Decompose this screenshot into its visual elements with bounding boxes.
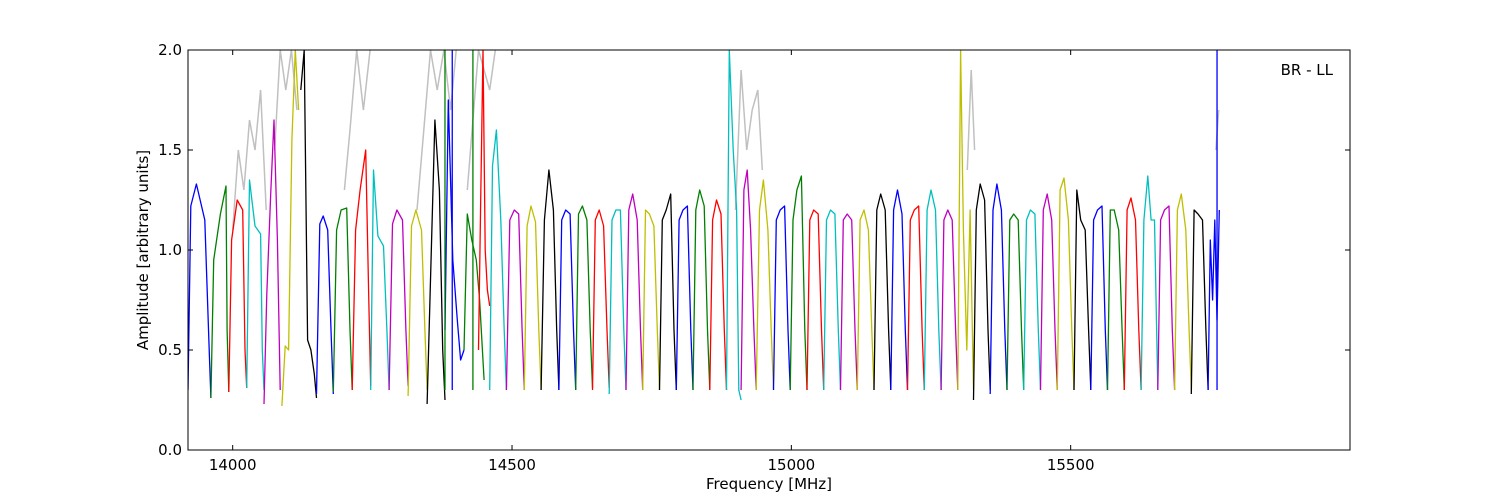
series-line-58 — [1173, 193, 1192, 391]
series-line-27 — [658, 193, 677, 391]
y-tick-label-1: 0.5 — [158, 341, 182, 359]
y-tick-label-3: 1.5 — [158, 141, 182, 159]
series-line-33 — [755, 179, 775, 391]
series-line-55 — [1123, 197, 1142, 391]
series-line-47 — [989, 183, 1008, 395]
series-line-10 — [370, 169, 390, 391]
series-line-21 — [558, 209, 577, 391]
series-line-30 — [709, 199, 728, 391]
x-tick-label-2: 15000 — [767, 456, 815, 474]
series-line-35 — [789, 175, 808, 391]
flagged-trace-3 — [416, 50, 457, 211]
series-line-18 — [505, 209, 525, 391]
series-line-51 — [1056, 177, 1075, 391]
series-line-0 — [188, 183, 212, 399]
series-line-11 — [388, 209, 409, 391]
series-line-26 — [642, 209, 661, 391]
series-line-12 — [407, 209, 428, 397]
series-line-4 — [263, 119, 281, 405]
y-tick-label-0: 0.0 — [158, 441, 182, 459]
series-line-40 — [873, 193, 892, 391]
flagged-trace-0 — [231, 89, 267, 231]
baseline-annotation: BR - LL — [1281, 61, 1334, 79]
y-axis-ticks: 0.0 0.5 1.0 1.5 2.0 — [158, 41, 1350, 459]
series-line-43 — [923, 189, 942, 391]
series-line-19 — [523, 205, 542, 391]
series-line-34 — [772, 205, 791, 391]
series-line-46 — [972, 183, 991, 401]
series-line-59 — [1190, 209, 1209, 395]
series-line-13 — [426, 119, 446, 405]
x-tick-label-1: 14500 — [488, 456, 536, 474]
series-line-52 — [1073, 189, 1092, 391]
series-line-2 — [228, 199, 248, 393]
series-line-56 — [1140, 175, 1159, 391]
series-line-57 — [1157, 205, 1176, 391]
series-line-45 — [957, 50, 975, 391]
series-line-38 — [839, 213, 858, 391]
series-line-7 — [315, 215, 334, 395]
series-line-36 — [806, 209, 825, 391]
series-line-1 — [210, 185, 230, 399]
series-line-24 — [608, 209, 627, 395]
y-tick-label-4: 2.0 — [158, 41, 182, 59]
series-line-28 — [675, 205, 694, 391]
series-line-15 — [463, 213, 485, 381]
x-tick-label-0: 14000 — [209, 456, 257, 474]
series-line-14 — [444, 99, 465, 361]
y-tick-label-2: 1.0 — [158, 241, 182, 259]
series-line-49 — [1023, 209, 1042, 391]
series-line-5 — [281, 50, 300, 407]
x-tick-label-3: 15500 — [1047, 456, 1095, 474]
series-line-44 — [940, 209, 959, 391]
flagged-trace-5 — [734, 69, 764, 211]
x-axis-ticks: 14000 14500 15000 15500 — [209, 50, 1095, 474]
series-line-6 — [300, 50, 318, 399]
x-axis-label: Frequency [MHz] — [706, 475, 832, 493]
spike-layer — [444, 50, 1218, 390]
series-line-39 — [856, 209, 875, 391]
series-line-8 — [332, 207, 353, 393]
series-line-16 — [477, 50, 491, 351]
series-line-37 — [823, 209, 842, 391]
flagged-trace-2 — [343, 50, 371, 191]
series-line-20 — [540, 169, 560, 391]
series-line-42 — [906, 205, 925, 391]
series-line-9 — [351, 149, 372, 391]
series-line-31 — [725, 50, 742, 401]
series-line-50 — [1039, 193, 1058, 391]
series-layer — [188, 50, 1220, 407]
series-line-53 — [1090, 205, 1109, 391]
series-line-48 — [1006, 213, 1025, 391]
series-line-3 — [246, 179, 265, 391]
series-line-22 — [575, 205, 594, 391]
y-axis-label: Amplitude [arbitrary units] — [134, 150, 152, 350]
flagged-data-layer — [231, 50, 1220, 231]
series-line-23 — [591, 209, 610, 391]
series-line-32 — [740, 169, 757, 391]
series-line-17 — [489, 129, 508, 391]
series-line-29 — [692, 189, 711, 391]
flagged-trace-1 — [273, 50, 298, 151]
series-line-25 — [625, 193, 644, 391]
flagged-trace-6 — [966, 69, 976, 171]
series-line-54 — [1106, 209, 1125, 391]
series-line-41 — [890, 189, 909, 391]
